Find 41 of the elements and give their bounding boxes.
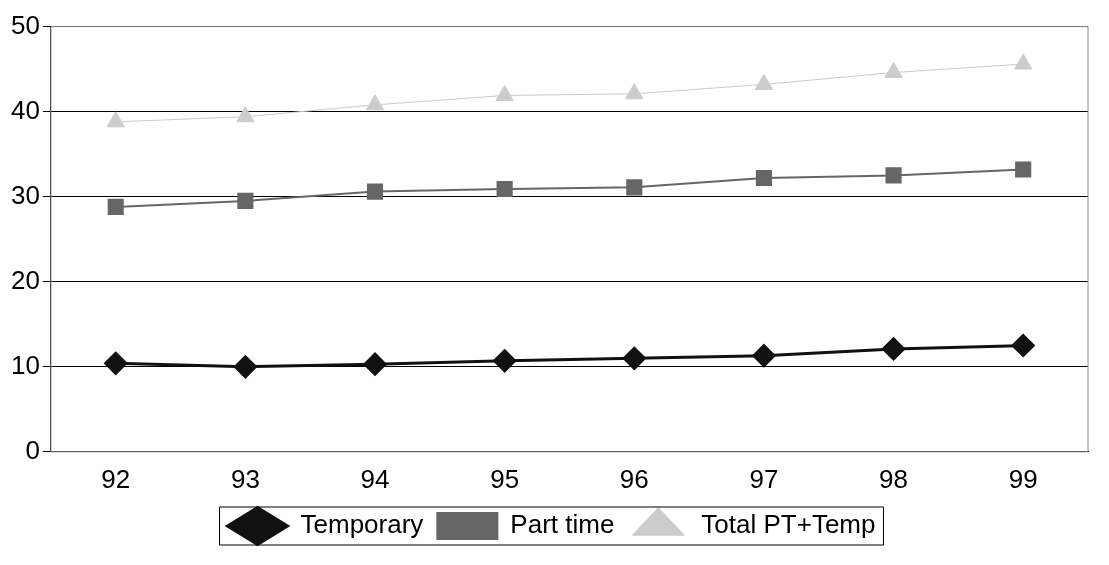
point: [754, 73, 774, 90]
y-tick-label: 20: [11, 264, 40, 295]
point: [752, 344, 776, 368]
point: [755, 169, 772, 187]
point: [365, 94, 385, 111]
point: [885, 167, 902, 184]
point: [496, 180, 513, 198]
point: [236, 106, 255, 123]
point: [107, 198, 124, 215]
y-tick-label: 10: [11, 349, 40, 380]
y-tick-label: 40: [11, 94, 40, 125]
x-tick-label: 92: [101, 463, 131, 494]
point: [1011, 334, 1035, 357]
x-tick-label: 98: [879, 463, 909, 494]
point: [884, 62, 903, 79]
x-tick-label: 95: [490, 463, 520, 494]
point: [622, 346, 646, 370]
point: [1014, 53, 1033, 70]
x-tick-label: 94: [360, 463, 390, 494]
x-tick-label: 97: [749, 463, 779, 494]
point: [363, 352, 387, 376]
y-tick-label: 0: [25, 434, 40, 465]
point: [106, 111, 125, 128]
x-tick-label: 93: [230, 463, 260, 494]
point: [626, 179, 643, 196]
point: [233, 355, 257, 379]
point: [1015, 161, 1032, 178]
point: [237, 192, 254, 209]
legend-label: Part time: [510, 509, 615, 540]
point: [882, 337, 906, 361]
point: [495, 84, 514, 101]
x-tick-label: 99: [1008, 463, 1038, 494]
point: [493, 349, 517, 373]
y-tick-label: 50: [11, 9, 40, 40]
point: [104, 351, 128, 375]
legend-label: Total PT+Temp: [701, 509, 876, 540]
y-tick-label: 30: [11, 179, 40, 210]
x-tick-label: 96: [619, 463, 649, 494]
point: [625, 83, 644, 100]
legend-label: Temporary: [300, 509, 424, 540]
point: [366, 183, 384, 200]
